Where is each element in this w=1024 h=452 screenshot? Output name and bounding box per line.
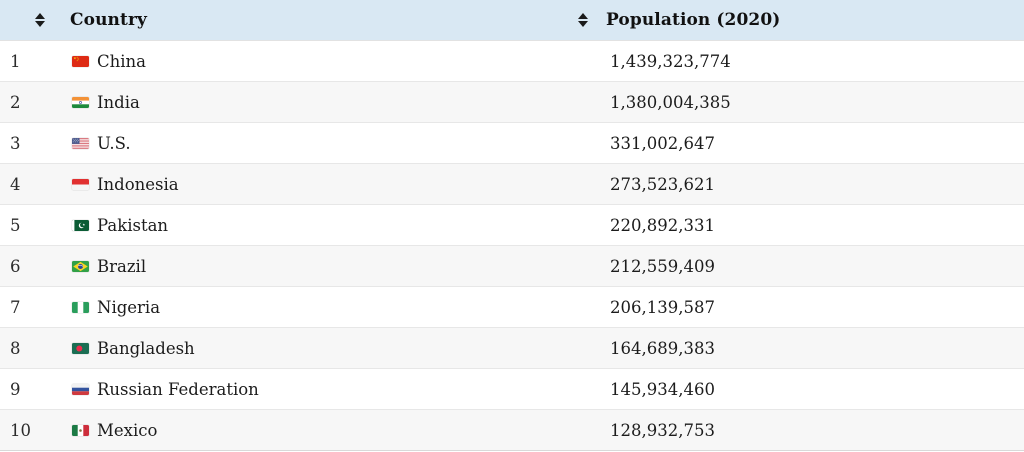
table-row: 9 Russian Federation 145,934,460 — [0, 369, 1024, 410]
rank-cell: 7 — [10, 297, 21, 317]
country-cell: Pakistan — [62, 216, 610, 235]
flag-mexico-icon — [72, 424, 89, 436]
population-column-header[interactable]: Population (2020) — [578, 0, 780, 40]
sort-updown-icon[interactable] — [35, 13, 45, 27]
flag-indonesia-icon — [72, 178, 89, 190]
rank-cell: 6 — [10, 256, 21, 276]
country-name: Brazil — [97, 256, 147, 276]
flag-pakistan-icon — [72, 219, 89, 231]
flag-brazil-icon — [72, 260, 89, 272]
country-cell: U.S. — [62, 134, 610, 153]
country-cell: Bangladesh — [62, 339, 610, 358]
sort-updown-icon[interactable] — [578, 13, 588, 27]
country-name: India — [97, 92, 140, 112]
country-name: Russian Federation — [97, 379, 259, 399]
table-row: 3 U.S. 331,002,647 — [0, 123, 1024, 164]
table-header: Country Population (2020) — [0, 0, 1024, 41]
population-cell: 206,139,587 — [610, 297, 715, 317]
table-row: 4 Indonesia 273,523,621 — [0, 164, 1024, 205]
table-row: 1 China 1,439,323,774 — [0, 41, 1024, 82]
rank-cell: 10 — [10, 420, 31, 440]
country-name: Bangladesh — [97, 338, 195, 358]
rank-cell: 3 — [10, 133, 21, 153]
table-row: 7 Nigeria 206,139,587 — [0, 287, 1024, 328]
country-name: Mexico — [97, 420, 158, 440]
country-header-label[interactable]: Country — [70, 10, 147, 30]
rank-cell: 9 — [10, 379, 21, 399]
rank-cell: 8 — [10, 338, 21, 358]
flag-us-icon — [72, 137, 89, 149]
population-cell: 273,523,621 — [610, 174, 715, 194]
table-row: 5 Pakistan 220,892,331 — [0, 205, 1024, 246]
country-cell: China — [62, 52, 610, 71]
country-name: U.S. — [97, 133, 131, 153]
country-cell: Russian Federation — [62, 380, 610, 399]
flag-bangladesh-icon — [72, 342, 89, 354]
table-row: 8 Bangladesh 164,689,383 — [0, 328, 1024, 369]
country-name: Pakistan — [97, 215, 169, 235]
flag-nigeria-icon — [72, 301, 89, 313]
country-cell: Brazil — [62, 257, 610, 276]
population-cell: 1,439,323,774 — [610, 51, 731, 71]
rank-cell: 4 — [10, 174, 21, 194]
population-header-label[interactable]: Population (2020) — [606, 10, 781, 30]
population-cell: 1,380,004,385 — [610, 92, 731, 112]
population-cell: 145,934,460 — [610, 379, 715, 399]
country-column-header[interactable]: Country — [35, 0, 147, 40]
table-row: 2 India 1,380,004,385 — [0, 82, 1024, 123]
country-name: Indonesia — [97, 174, 179, 194]
country-name: China — [97, 51, 146, 71]
rank-cell: 1 — [10, 51, 21, 71]
population-cell: 331,002,647 — [610, 133, 715, 153]
table-row: 6 Brazil 212,559,409 — [0, 246, 1024, 287]
population-cell: 212,559,409 — [610, 256, 715, 276]
population-cell: 220,892,331 — [610, 215, 715, 235]
country-cell: Indonesia — [62, 175, 610, 194]
country-name: Nigeria — [97, 297, 161, 317]
country-cell: Nigeria — [62, 298, 610, 317]
country-cell: India — [62, 93, 610, 112]
table-row: 10 Mexico 128,932,753 — [0, 410, 1024, 451]
rank-cell: 5 — [10, 215, 21, 235]
country-cell: Mexico — [62, 421, 610, 440]
population-cell: 164,689,383 — [610, 338, 715, 358]
population-cell: 128,932,753 — [610, 420, 715, 440]
flag-india-icon — [72, 96, 89, 108]
flag-russia-icon — [72, 383, 89, 395]
rank-cell: 2 — [10, 92, 21, 112]
flag-china-icon — [72, 55, 89, 67]
